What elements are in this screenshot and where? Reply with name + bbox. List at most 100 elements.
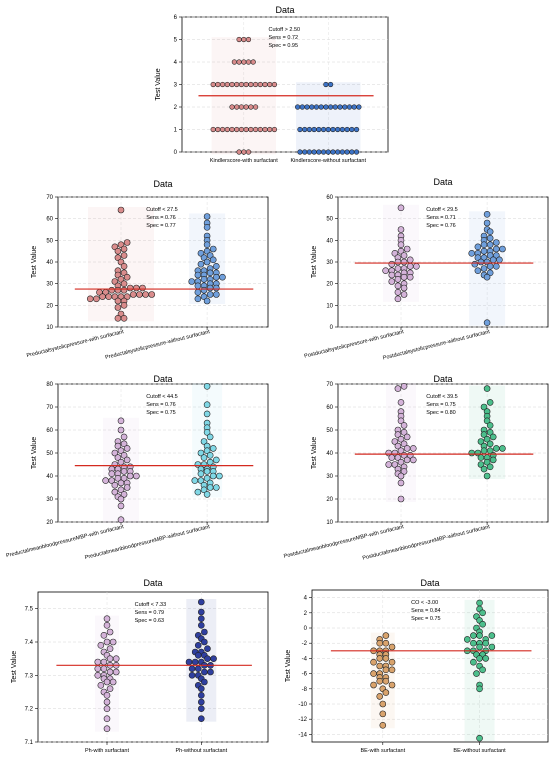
data-point (243, 126, 249, 133)
data-point (117, 495, 125, 503)
data-point (102, 477, 109, 484)
data-point (224, 81, 230, 88)
data-point (86, 295, 94, 303)
data-point (271, 81, 278, 88)
data-point (486, 234, 494, 242)
data-point (123, 273, 131, 281)
data-point (120, 468, 128, 475)
data-point (304, 104, 310, 110)
data-point (480, 265, 488, 272)
data-point (142, 291, 149, 298)
data-point (106, 628, 114, 636)
annotation-text: CO < -3.00 (411, 600, 438, 606)
data-point (219, 81, 226, 88)
data-point (241, 59, 247, 65)
data-point (413, 263, 420, 270)
data-point (216, 472, 223, 480)
y-tick-label: 40 (326, 451, 333, 457)
data-point (191, 658, 199, 666)
data-point (403, 245, 411, 253)
data-point (486, 241, 494, 248)
data-point (231, 59, 237, 65)
data-point (316, 149, 322, 155)
data-point (400, 291, 408, 298)
data-point (394, 442, 402, 450)
data-point (120, 315, 128, 322)
annotation-text: Sens = 0.72 (269, 35, 299, 41)
data-point (198, 692, 205, 699)
data-point (248, 81, 254, 88)
data-point (191, 477, 199, 484)
data-point (356, 104, 362, 110)
category-label: BE-without surfactant (453, 748, 506, 754)
data-point (103, 705, 111, 712)
data-point (403, 433, 411, 441)
y-tick-label: -4 (302, 656, 308, 662)
category-label: Kindlerscore-with surfactant (210, 158, 278, 164)
data-point (123, 456, 131, 464)
data-point (194, 282, 202, 290)
data-point (382, 677, 390, 685)
data-point (206, 451, 214, 459)
data-point (486, 422, 494, 429)
data-point (236, 36, 242, 43)
data-point (94, 665, 102, 672)
data-point (483, 385, 491, 392)
data-point (213, 273, 220, 281)
data-point (400, 258, 408, 266)
data-point (111, 481, 119, 489)
data-point (203, 258, 211, 266)
data-point (257, 126, 263, 133)
data-point (479, 609, 486, 617)
data-point (489, 433, 497, 441)
y-tick-label: 60 (46, 217, 53, 223)
y-tick-label: 70 (46, 405, 53, 411)
data-point (103, 615, 111, 622)
data-point (252, 104, 259, 110)
y-tick-label: 7.4 (25, 640, 34, 646)
data-point (103, 692, 111, 699)
data-point (133, 472, 140, 480)
y-tick-label: 10 (326, 303, 333, 309)
annotation-text: Spec = 0.75 (146, 410, 176, 416)
data-point (330, 126, 336, 133)
annotation-text: Sens = 0.84 (411, 608, 441, 614)
data-point (397, 226, 405, 233)
y-tick-label: 4 (174, 60, 178, 66)
data-point (93, 295, 100, 303)
data-point (194, 271, 202, 279)
data-point (480, 447, 488, 455)
data-point (328, 81, 334, 88)
chart-title: Data (275, 5, 294, 15)
data-point (339, 126, 346, 133)
data-point (108, 477, 116, 484)
data-point (370, 658, 377, 666)
y-tick-label: 40 (326, 238, 333, 244)
y-tick-label: 70 (46, 195, 53, 201)
data-point (198, 615, 205, 622)
data-point (476, 643, 483, 651)
data-point (306, 149, 313, 155)
data-point (234, 126, 240, 133)
data-point (213, 263, 220, 270)
data-point (486, 399, 494, 406)
data-point (109, 678, 117, 686)
data-point (117, 502, 125, 510)
data-point (388, 658, 396, 666)
data-point (397, 495, 405, 503)
data-point (209, 445, 217, 452)
data-point (200, 276, 208, 283)
y-tick-label: 20 (46, 520, 53, 526)
data-point (188, 278, 196, 285)
data-point (117, 426, 125, 434)
data-point (406, 263, 414, 270)
data-point (219, 126, 226, 133)
data-point (385, 461, 393, 468)
y-tick-label: 5 (174, 38, 178, 44)
data-point (349, 149, 355, 155)
data-point (203, 491, 211, 498)
data-point (388, 278, 396, 285)
data-point (318, 104, 324, 110)
